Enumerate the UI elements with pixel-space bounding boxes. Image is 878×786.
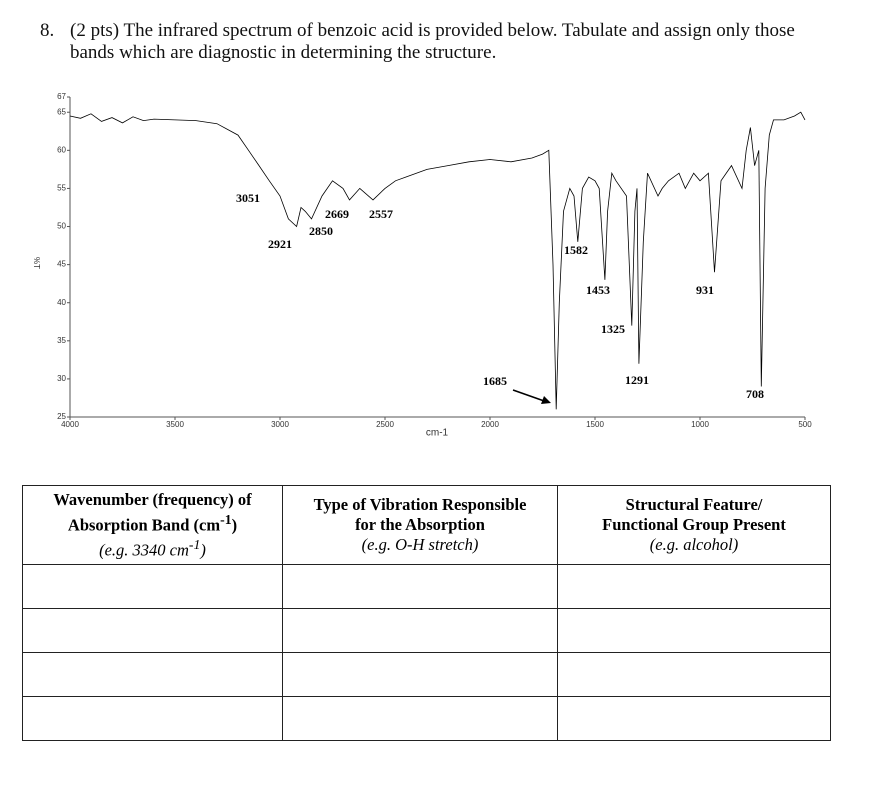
empty-row [22, 608, 831, 653]
empty-row [22, 652, 831, 697]
cell [22, 696, 283, 741]
superscript: -1 [188, 537, 201, 552]
header-text: Type of Vibration Responsible [313, 495, 527, 514]
x-tick-label: 2000 [481, 420, 499, 429]
x-tick-label: 3500 [166, 420, 184, 429]
y-tick-label: 45 [57, 260, 66, 269]
cell [22, 652, 283, 697]
peak-label: 1453 [586, 283, 610, 297]
peak-label: 708 [746, 387, 764, 401]
question-text: (2 pts) The infrared spectrum of benzoic… [70, 20, 795, 63]
x-tick-label: 2500 [376, 420, 394, 429]
question-number: 8. [40, 20, 55, 41]
y-tick-label: 67 [57, 92, 66, 101]
peak-label: 1291 [625, 373, 649, 387]
cell [557, 564, 831, 609]
y-axis-label: %T [32, 257, 41, 269]
peak-label: 2557 [369, 207, 393, 221]
cell [557, 608, 831, 653]
peak-label: 1582 [564, 243, 588, 257]
y-tick-label: 30 [57, 374, 66, 383]
cell [557, 696, 831, 741]
peak-label: 2669 [325, 207, 349, 221]
superscript: -1 [220, 511, 232, 527]
y-tick-label: 40 [57, 298, 66, 307]
x-tick-label: 3000 [271, 420, 289, 429]
spectrum-line [69, 111, 806, 410]
header-cell: Type of Vibration Responsible for the Ab… [282, 485, 558, 565]
header-text: Absorption Band (cm [67, 515, 221, 534]
ir-spectrum: cm-1 %T 25 30 35 40 45 50 55 60 65 67 4000 3500 3000… [32, 92, 812, 439]
y-tick-label: 65 [57, 107, 66, 116]
example: (e.g. 3340 cm [99, 540, 189, 560]
empty-row [22, 564, 831, 609]
answer-table: Wavenumber (frequency) of Absorption Ban… [22, 485, 831, 741]
y-tick-label: 50 [57, 222, 66, 231]
arrow [512, 389, 548, 403]
y-tick-label: 55 [57, 184, 66, 193]
header-cell: Wavenumber (frequency) of Absorption Ban… [22, 485, 283, 565]
header-text: for the Absorption [355, 515, 485, 534]
peak-label: 2921 [268, 237, 292, 251]
header-text: Wavenumber (frequency) of [53, 489, 252, 509]
x-tick-label: 500 [798, 420, 812, 429]
x-tick-label: 4000 [61, 420, 79, 429]
y-tick-label: 35 [57, 336, 66, 345]
peak-label: 1685 [483, 374, 507, 388]
y-tick-label: 25 [57, 412, 66, 421]
y-tick-label: 60 [57, 145, 66, 154]
cell [282, 696, 558, 741]
empty-row [22, 696, 831, 741]
example: (e.g. alcohol) [649, 535, 739, 554]
x-tick-label: 1000 [691, 420, 709, 429]
cell [282, 564, 558, 609]
peak-label: 931 [696, 283, 714, 297]
example: (e.g. O-H stretch) [361, 535, 479, 554]
cell [22, 564, 283, 609]
peak-label: 2850 [309, 224, 333, 238]
header-text: Functional Group Present [602, 515, 786, 534]
peak-label: 3051 [236, 191, 260, 205]
arrow-head [541, 396, 551, 404]
cell [22, 608, 283, 653]
header-cell: Structural Feature/ Functional Group Pre… [557, 485, 831, 565]
header-text: Structural Feature/ [625, 495, 763, 514]
peak-label: 1325 [601, 322, 625, 336]
cell [282, 608, 558, 653]
x-tick-label: 1500 [586, 420, 604, 429]
x-axis-label: cm-1 [426, 428, 449, 439]
example: ) [200, 540, 206, 560]
header-row: Wavenumber (frequency) of Absorption Ban… [22, 485, 831, 565]
header-text: ) [231, 515, 238, 534]
cell [557, 652, 831, 697]
cell [282, 652, 558, 697]
